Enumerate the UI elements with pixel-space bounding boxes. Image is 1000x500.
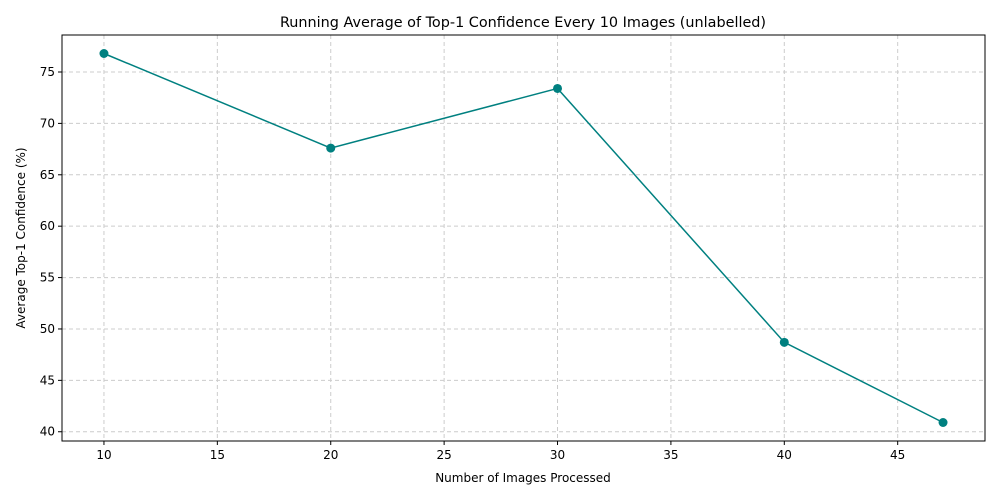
y-tick-label: 75 — [40, 65, 55, 79]
x-tick-label: 15 — [210, 448, 225, 462]
x-tick-label: 45 — [890, 448, 905, 462]
y-tick-label: 40 — [40, 425, 55, 439]
data-point — [938, 417, 948, 427]
y-axis-label: Average Top-1 Confidence (%) — [14, 147, 28, 328]
y-tick-label: 45 — [40, 373, 55, 387]
y-tick-label: 60 — [40, 219, 55, 233]
y-tick-label: 70 — [40, 116, 55, 130]
grid — [62, 35, 985, 441]
x-axis: 10 15 20 25 30 35 40 45 — [96, 441, 905, 462]
data-point — [326, 143, 336, 153]
data-point — [779, 337, 789, 347]
x-tick-label: 35 — [663, 448, 678, 462]
x-tick-label: 10 — [96, 448, 111, 462]
chart-title: Running Average of Top-1 Confidence Ever… — [280, 15, 766, 31]
series-layer — [99, 49, 948, 427]
x-tick-label: 25 — [436, 448, 451, 462]
x-tick-label: 40 — [777, 448, 792, 462]
x-tick-label: 30 — [550, 448, 565, 462]
data-point — [553, 83, 563, 93]
y-tick-label: 50 — [40, 322, 55, 336]
y-tick-label: 55 — [40, 271, 55, 285]
x-axis-label: Number of Images Processed — [435, 471, 611, 485]
y-tick-label: 65 — [40, 168, 55, 182]
series-line — [103, 52, 944, 424]
y-axis: 40 45 50 55 60 65 70 75 — [40, 65, 62, 439]
x-tick-label: 20 — [323, 448, 338, 462]
data-point — [99, 49, 109, 59]
plot-area-frame — [61, 34, 986, 442]
